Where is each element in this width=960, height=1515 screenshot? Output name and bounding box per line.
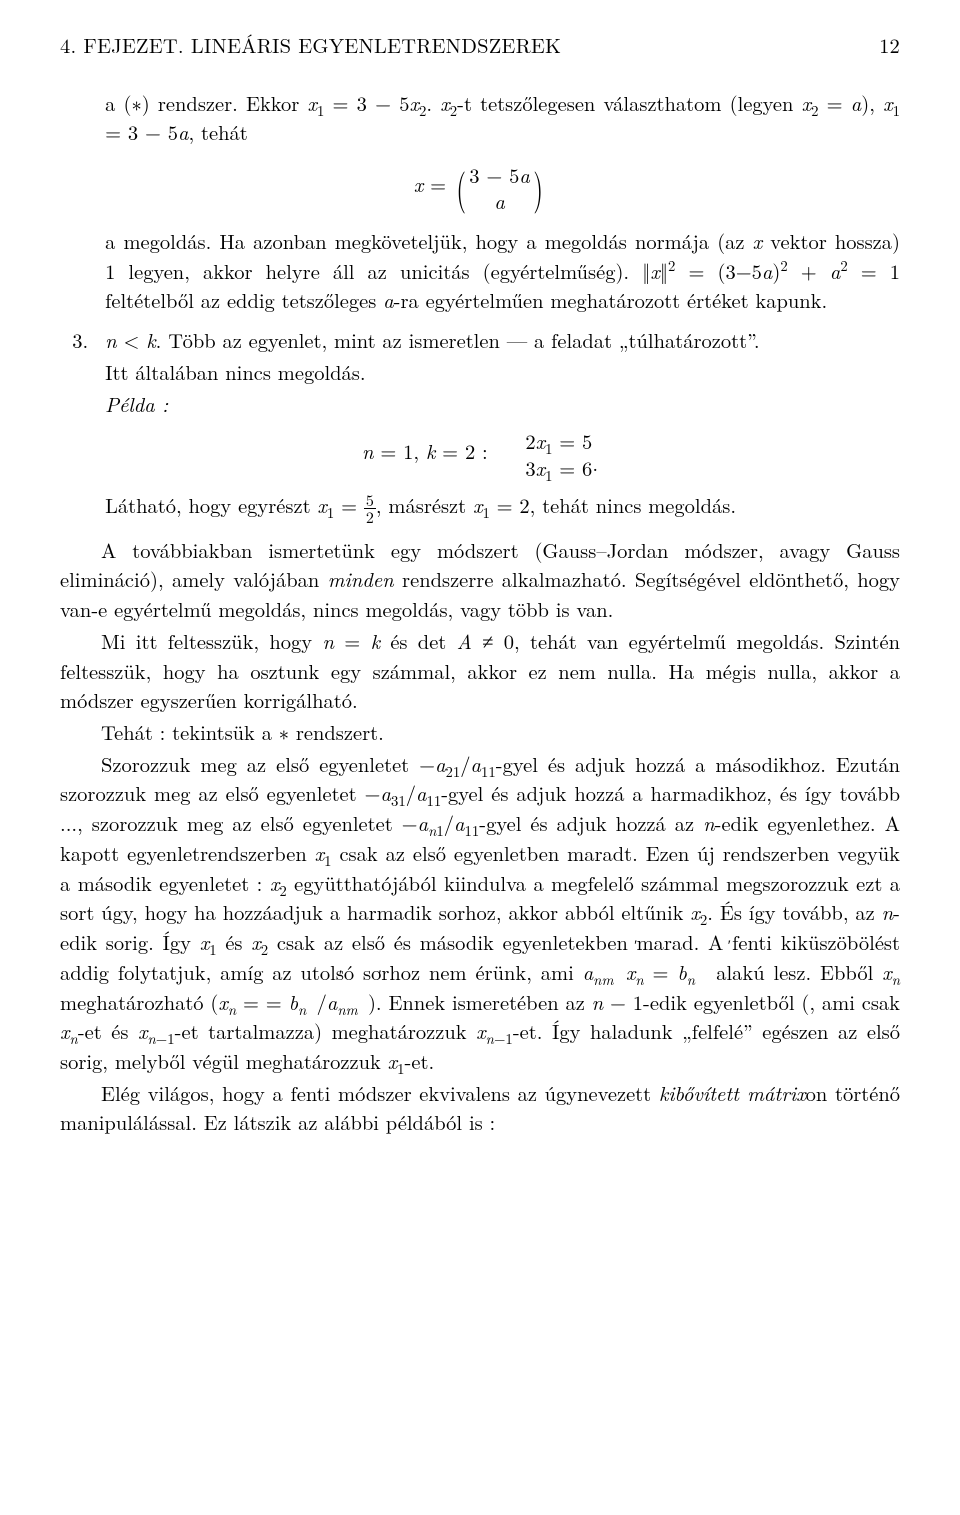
paragraph-3: Látható, hogy egyrészt x1 = 52, másrészt… [105, 490, 900, 525]
page-header: 4. FEJEZET. LINEÁRIS EGYENLETRENDSZEREK … [60, 30, 900, 60]
list-number: 3. [72, 325, 105, 355]
item-3b: Itt általában nincs megoldás. [105, 357, 900, 387]
paragraph-2: a megoldás. Ha azonban megköveteljük, ho… [105, 226, 900, 315]
paragraph-5: Mi itt feltesszük, hogy n = k és det A ≠… [60, 626, 900, 715]
header-left: 4. FEJEZET. LINEÁRIS EGYENLETRENDSZEREK [60, 30, 561, 60]
paragraph-1: a (∗) rendszer. Ekkor x1 = 3 − 5x2. x2-t… [105, 88, 900, 147]
equation-1: x = ( 3 − 5a a ) [60, 157, 900, 218]
paragraph-4: A továbbiakban ismertetünk egy módszert … [60, 535, 900, 624]
paragraph-7: Szorozzuk meg az első egyenletet −a21/a1… [60, 749, 900, 1076]
header-page-number: 12 [879, 30, 900, 60]
example-label: Példa : [105, 389, 900, 419]
item-3: 3.n < k. Több az egyenlet, mint az ismer… [72, 325, 900, 355]
paragraph-8: Elég világos, hogy a fenti módszer ekviv… [60, 1078, 900, 1137]
paragraph-6: Tehát : tekintsük a ∗ rendszert. [60, 717, 900, 747]
equation-2: n = 1, k = 2 : 2x1 = 5 3x1 = 6 . [60, 428, 900, 481]
